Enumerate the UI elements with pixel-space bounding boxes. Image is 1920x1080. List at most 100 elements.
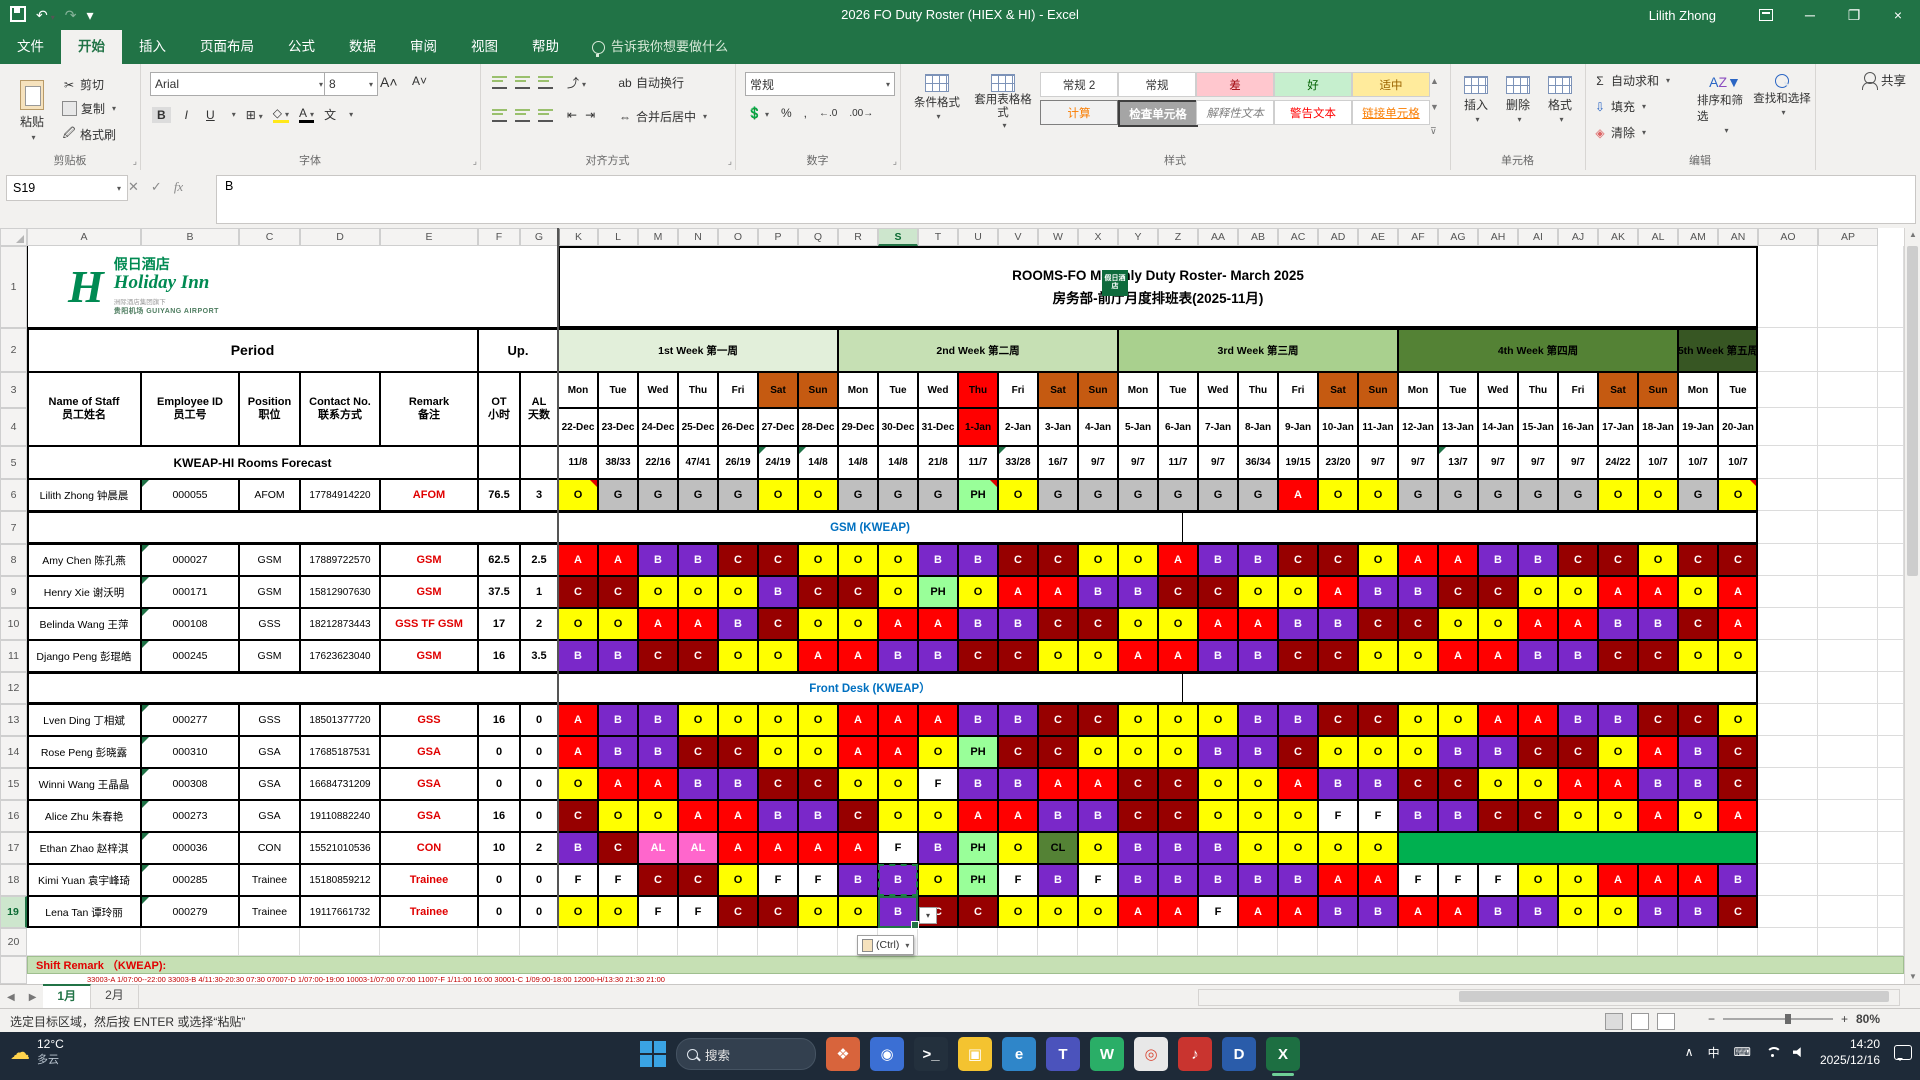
staff-remark-14[interactable]: GSA	[380, 736, 478, 768]
shift-cell-AI6[interactable]: G	[1518, 479, 1558, 511]
delete-cells-button[interactable]: 删除 ▾	[1498, 76, 1538, 124]
shift-cell-AE6[interactable]: O	[1358, 479, 1398, 511]
shift-cell-AG19[interactable]: A	[1438, 896, 1478, 928]
shift-cell-V13[interactable]: B	[998, 704, 1038, 736]
staff-remark-10[interactable]: GSS TF GSM	[380, 608, 478, 640]
shift-cell-AF13[interactable]: O	[1398, 704, 1438, 736]
merge-center-button[interactable]: ⇔ 合并后居中 ▾	[619, 109, 708, 125]
staff-id-15[interactable]: 000308	[141, 768, 239, 800]
staff-pos-13[interactable]: GSS	[239, 704, 300, 736]
shift-cell-AC6[interactable]: A	[1278, 479, 1318, 511]
empty-cell[interactable]	[1818, 544, 1878, 576]
shift-cell-AN18[interactable]: B	[1718, 864, 1758, 896]
shift-cell-Q15[interactable]: C	[798, 768, 838, 800]
shift-cell-AA6[interactable]: G	[1198, 479, 1238, 511]
shift-cell-AI11[interactable]: B	[1518, 640, 1558, 672]
percent-icon[interactable]: %	[780, 106, 792, 120]
empty-cell[interactable]	[798, 928, 838, 956]
day-cell-Sat-26[interactable]: Sat	[1598, 372, 1638, 408]
shift-cell-P16[interactable]: B	[758, 800, 798, 832]
staff-remark-17[interactable]: CON	[380, 832, 478, 864]
date-cell-24-Dec[interactable]: 24-Dec	[638, 408, 678, 446]
shift-cell-T15[interactable]: F	[918, 768, 958, 800]
column-header-AE[interactable]: AE	[1358, 228, 1398, 246]
empty-cell[interactable]	[1878, 928, 1904, 956]
empty-cell[interactable]	[1818, 511, 1878, 544]
shift-cell-W10[interactable]: C	[1038, 608, 1078, 640]
date-cell-22-Dec[interactable]: 22-Dec	[558, 408, 598, 446]
shift-cell-X19[interactable]: O	[1078, 896, 1118, 928]
empty-cell[interactable]	[1878, 768, 1904, 800]
shift-cell-Y9[interactable]: B	[1118, 576, 1158, 608]
shift-cell-AL10[interactable]: B	[1638, 608, 1678, 640]
empty-cell[interactable]	[1878, 608, 1904, 640]
shift-cell-AG10[interactable]: O	[1438, 608, 1478, 640]
shift-cell-AM14[interactable]: B	[1678, 736, 1718, 768]
forecast-label-cell[interactable]: KWEAP-HI Rooms Forecast	[27, 446, 478, 479]
shift-cell-AJ15[interactable]: A	[1558, 768, 1598, 800]
header-al[interactable]: AL 天数	[520, 372, 558, 446]
forecast-cell-28-Dec[interactable]: 14/8	[798, 446, 838, 479]
shift-cell-N9[interactable]: O	[678, 576, 718, 608]
shift-cell-R16[interactable]: C	[838, 800, 878, 832]
page-layout-view-icon[interactable]	[1631, 1013, 1649, 1030]
row-header-7[interactable]: 7	[0, 511, 27, 544]
empty-cell[interactable]	[239, 928, 300, 956]
shift-cell-AD15[interactable]: B	[1318, 768, 1358, 800]
empty-cell[interactable]	[758, 928, 798, 956]
date-cell-16-Jan[interactable]: 16-Jan	[1558, 408, 1598, 446]
shift-cell-S13[interactable]: A	[878, 704, 918, 736]
shift-cell-V14[interactable]: C	[998, 736, 1038, 768]
font-color-icon[interactable]: A ▾	[299, 106, 315, 123]
shift-cell-AD11[interactable]: C	[1318, 640, 1358, 672]
shift-cell-X11[interactable]: O	[1078, 640, 1118, 672]
row-header-19[interactable]: 19	[0, 896, 27, 928]
shift-cell-Z18[interactable]: B	[1158, 864, 1198, 896]
empty-cell[interactable]	[478, 446, 520, 479]
shift-cell-K13[interactable]: A	[558, 704, 598, 736]
shift-cell-K10[interactable]: O	[558, 608, 598, 640]
empty-cell[interactable]	[1758, 372, 1818, 408]
shift-cell-AF18[interactable]: F	[1398, 864, 1438, 896]
shift-cell-AA9[interactable]: C	[1198, 576, 1238, 608]
shift-cell-O19[interactable]: C	[718, 896, 758, 928]
shift-cell-L15[interactable]: A	[598, 768, 638, 800]
shift-cell-Q8[interactable]: O	[798, 544, 838, 576]
column-header-AF[interactable]: AF	[1398, 228, 1438, 246]
section-spacer[interactable]	[1182, 511, 1758, 544]
date-cell-1-Jan[interactable]: 1-Jan	[958, 408, 998, 446]
shift-cell-R6[interactable]: G	[838, 479, 878, 511]
shift-cell-U6[interactable]: PH	[958, 479, 998, 511]
shift-cell-U8[interactable]: B	[958, 544, 998, 576]
empty-cell[interactable]	[1878, 640, 1904, 672]
column-header-B[interactable]: B	[141, 228, 239, 246]
shift-cell-R10[interactable]: O	[838, 608, 878, 640]
shift-cell-V17[interactable]: O	[998, 832, 1038, 864]
font-size-select[interactable]: 8 ▾	[324, 72, 378, 96]
shift-cell-X16[interactable]: B	[1078, 800, 1118, 832]
empty-cell[interactable]	[1638, 928, 1678, 956]
header-name-of-staff[interactable]: Name of Staff 员工姓名	[27, 372, 141, 446]
volume-icon[interactable]	[1792, 1047, 1801, 1058]
staff-al-16[interactable]: 0	[520, 800, 558, 832]
staff-id-8[interactable]: 000027	[141, 544, 239, 576]
shift-cell-P6[interactable]: O	[758, 479, 798, 511]
shift-cell-N14[interactable]: C	[678, 736, 718, 768]
paste-options-button[interactable]: (Ctrl) ▾	[857, 935, 915, 955]
explorer-app-icon[interactable]: ▣	[958, 1037, 992, 1071]
shift-cell-Y11[interactable]: A	[1118, 640, 1158, 672]
row-header-5[interactable]: 5	[0, 446, 27, 479]
shift-cell-R8[interactable]: O	[838, 544, 878, 576]
forecast-cell-31-Dec[interactable]: 21/8	[918, 446, 958, 479]
column-header-L[interactable]: L	[598, 228, 638, 246]
sheet-tab-2月[interactable]: 2月	[91, 984, 139, 1008]
shift-cell-AK18[interactable]: A	[1598, 864, 1638, 896]
shift-cell-AK16[interactable]: O	[1598, 800, 1638, 832]
shift-cell-T18[interactable]: O	[918, 864, 958, 896]
edge-app-icon[interactable]: e	[1002, 1037, 1036, 1071]
row-header-12[interactable]: 12	[0, 672, 27, 704]
cell-style-计算[interactable]: 计算	[1040, 100, 1118, 125]
shift-cell-S17[interactable]: F	[878, 832, 918, 864]
shift-cell-Q17[interactable]: A	[798, 832, 838, 864]
shift-cell-AC11[interactable]: C	[1278, 640, 1318, 672]
